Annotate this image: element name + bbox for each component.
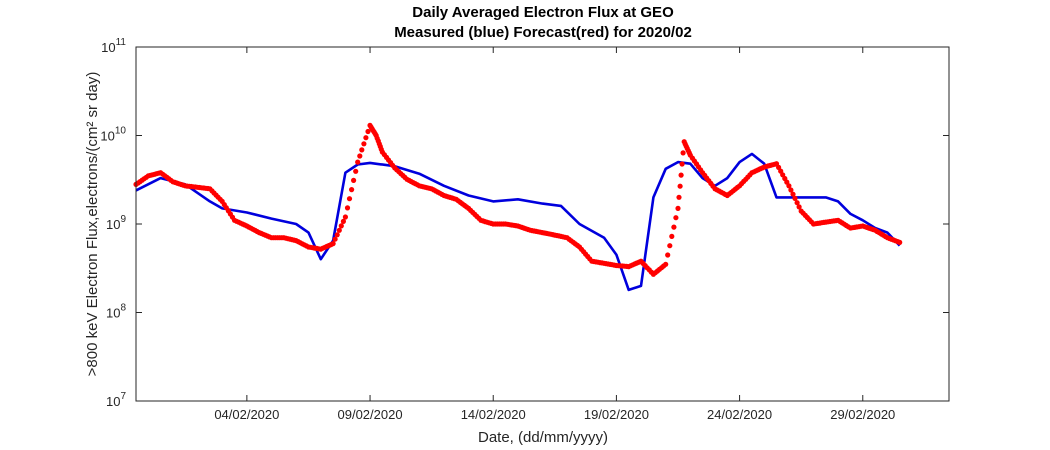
forecast-data-point <box>336 227 342 233</box>
forecast-data-point <box>353 168 359 174</box>
forecast-data-point <box>357 153 363 159</box>
forecast-data-point <box>667 243 673 249</box>
forecast-data-point <box>346 196 353 202</box>
chart-title: Daily Averaged Electron Flux at GEO <box>412 4 674 21</box>
forecast-data-point <box>344 205 351 211</box>
forecast-data-point <box>790 191 796 197</box>
y-tick-label: 107 <box>106 391 126 409</box>
x-axis-label: Date, (dd/mm/yyyy) <box>478 429 608 446</box>
forecast-data-point <box>363 135 369 141</box>
forecast-data-point <box>669 233 675 239</box>
x-tick-label: 04/02/2020 <box>214 407 279 422</box>
forecast-data-point <box>792 195 798 201</box>
forecast-data-point <box>340 218 346 224</box>
forecast-data-point <box>359 147 365 153</box>
forecast-data-point <box>897 239 903 245</box>
x-tick-label: 19/02/2020 <box>584 407 649 422</box>
y-tick-label: 1011 <box>101 37 126 55</box>
forecast-data-point <box>334 232 340 238</box>
forecast-data-point <box>678 172 684 178</box>
forecast-data-point <box>338 223 344 229</box>
x-axis: 04/02/2020 09/02/2020 14/02/2020 19/02/2020… <box>214 47 895 422</box>
forecast-data-point <box>361 141 367 147</box>
y-axis-label: >800 keV Electron Flux,electrons/(cm² sr… <box>84 72 101 377</box>
forecast-data-point <box>365 128 371 135</box>
forecast-data-point <box>673 215 679 221</box>
forecast-data-point <box>677 183 683 189</box>
forecast-data-point <box>332 236 338 242</box>
forecast-data-point <box>796 204 802 210</box>
forecast-data-point <box>794 200 800 206</box>
forecast-data-point <box>355 159 361 165</box>
y-tick-label: 108 <box>106 303 126 321</box>
x-tick-label: 14/02/2020 <box>461 407 526 422</box>
x-tick-label: 29/02/2020 <box>830 407 895 422</box>
forecast-data-point <box>665 252 671 258</box>
forecast-data-point <box>342 214 348 220</box>
forecast-data-point <box>786 183 792 189</box>
forecast-data-point <box>663 261 669 267</box>
forecast-data-point <box>351 177 357 183</box>
forecast-data-point <box>675 205 681 211</box>
forecast-data-point <box>671 224 677 230</box>
forecast-data-point <box>349 187 355 193</box>
forecast-data-point <box>788 187 794 193</box>
forecast-data-point <box>680 150 686 156</box>
series-layer <box>133 122 903 292</box>
forecast-data-point <box>330 241 336 247</box>
measured-series-line <box>135 152 901 292</box>
x-tick-label: 24/02/2020 <box>707 407 772 422</box>
forecast-data-point <box>676 194 682 200</box>
y-tick-label: 109 <box>106 214 126 232</box>
forecast-data-point <box>679 161 685 167</box>
chart-subtitle: Measured (blue) Forecast(red) for 2020/0… <box>394 24 692 41</box>
y-tick-label: 1010 <box>100 126 126 144</box>
x-tick-label: 09/02/2020 <box>338 407 403 422</box>
